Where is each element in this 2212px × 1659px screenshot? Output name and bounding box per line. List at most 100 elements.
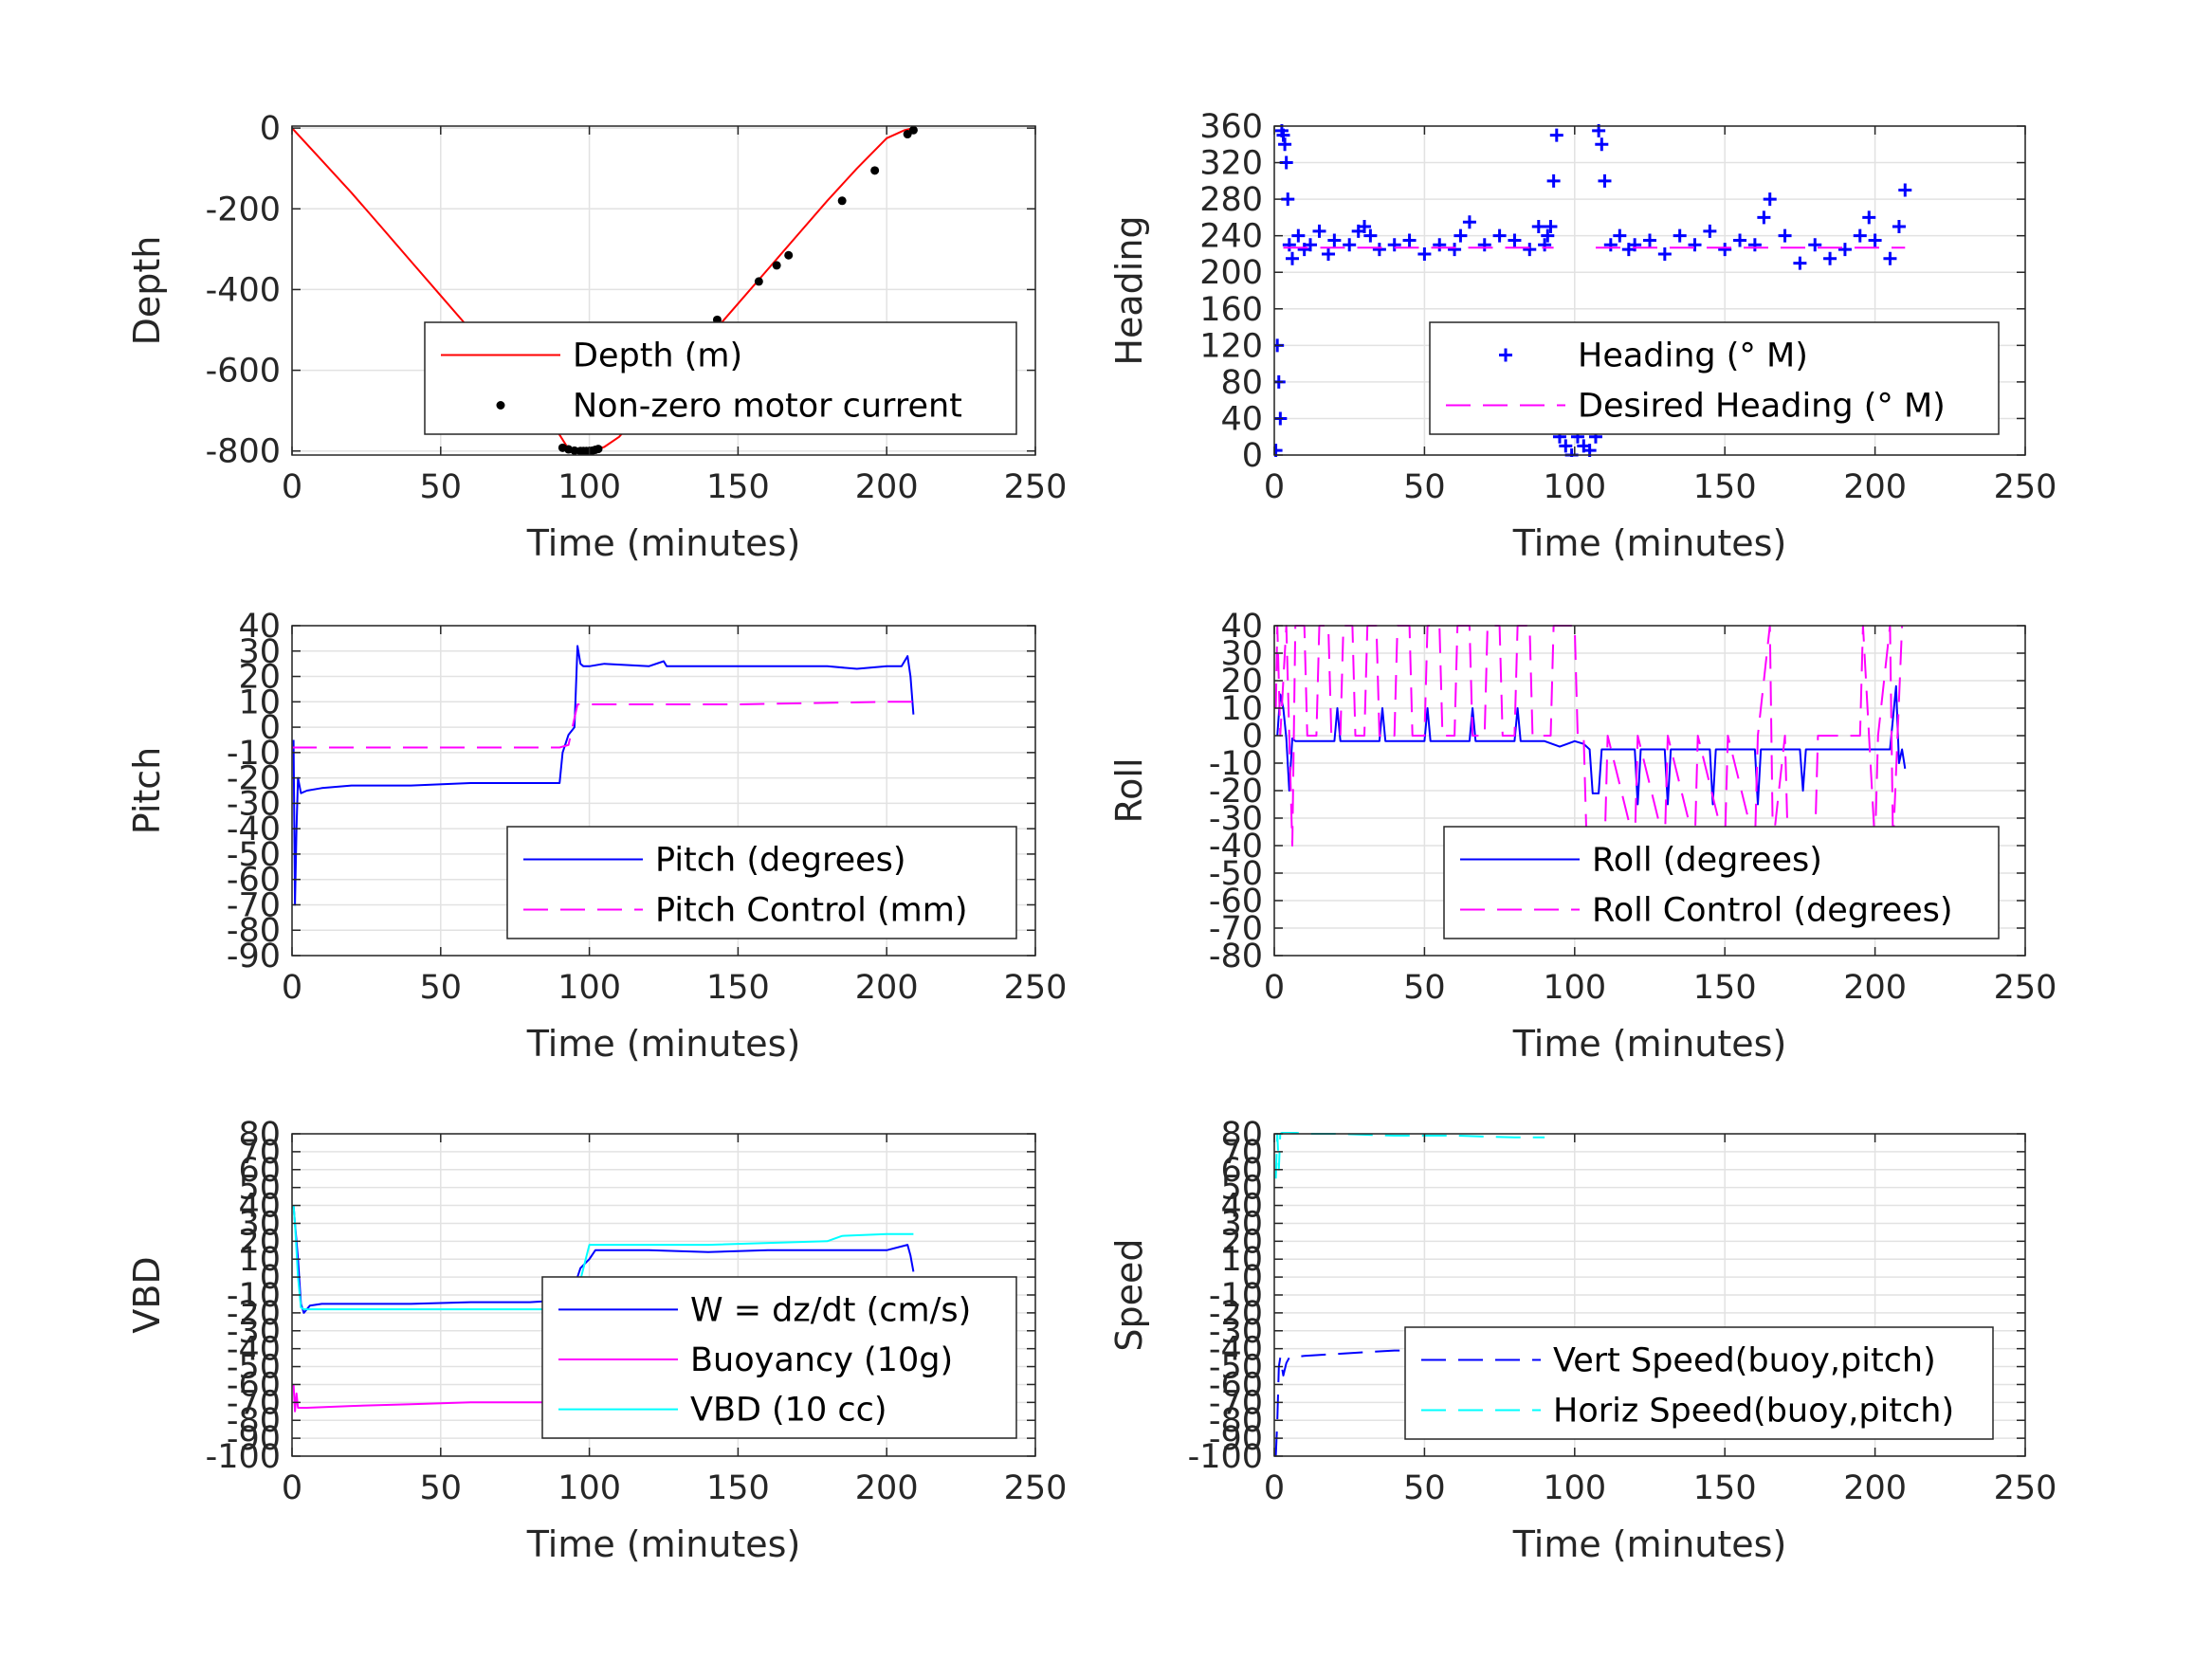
y-tick-label: -50 (227, 836, 281, 874)
subplot-depth: 0 50 100 150 200 250 0 -200 -400 -600 -800 Time (mi… (126, 110, 1067, 564)
data-layer (1274, 625, 1907, 847)
legend-entry-heading-m-label: Heading (° M) (1578, 337, 1808, 375)
y-axis-label: Speed (1108, 1238, 1150, 1351)
series-non-zero-motor-current-point (870, 166, 880, 175)
x-tick-label: 100 (558, 1469, 621, 1507)
y-axis-label: VBD (126, 1256, 168, 1333)
x-tick-label: 100 (558, 468, 621, 506)
series-heading-m-point (1538, 238, 1552, 252)
series-heading-m-point (1531, 220, 1545, 234)
series-heading-m-point (1628, 238, 1642, 252)
y-axis-label: Roll (1108, 757, 1150, 823)
data-layer (292, 125, 918, 456)
y-axis-label: Heading (1108, 215, 1150, 365)
series-heading-m-point (1595, 137, 1609, 152)
subplot-pitch: 0 50 100 150 200 250-90-80-70-60-50-40-30-20-… (126, 608, 1067, 1065)
legend-entry-non-zero-motor-current-marker (496, 401, 505, 410)
series-non-zero-motor-current-point (908, 125, 918, 135)
series-heading-m-point (1508, 233, 1522, 247)
y-tick-label: 70 (238, 1134, 281, 1172)
y-tick-label: 0 (1242, 718, 1263, 756)
legend-entry-pitch-control-mm-label: Pitch Control (mm) (655, 892, 967, 930)
series-heading-m-point (1763, 192, 1777, 207)
y-tick-label: -40 (1209, 1331, 1263, 1369)
y-tick-label: -800 (206, 433, 281, 471)
x-tick-label: 100 (1543, 1469, 1606, 1507)
y-tick-label: 80 (238, 1116, 281, 1154)
y-tick-label: -600 (206, 353, 281, 391)
x-tick-label: 50 (420, 1469, 463, 1507)
series-heading-m-point (1417, 246, 1432, 261)
series-heading-m-point (1363, 228, 1378, 243)
series-horiz-speed-buoy-pitch-line (1274, 1132, 1545, 1179)
series-non-zero-motor-current-point (754, 277, 763, 286)
y-tick-label: 240 (1199, 218, 1263, 256)
y-axis-label: Pitch (126, 747, 168, 835)
y-tick-label: 0 (1242, 1259, 1263, 1297)
legend: Pitch (degrees) Pitch Control (mm) (506, 826, 1017, 939)
legend-box (506, 826, 1017, 939)
y-tick-label: -40 (227, 811, 281, 848)
series-heading-m-point (1402, 233, 1417, 247)
x-tick-label: 200 (855, 969, 919, 1007)
y-tick-label: -20 (1209, 1295, 1263, 1333)
series-heading-m-point (1322, 246, 1336, 261)
series-heading-m-point (1598, 173, 1612, 188)
y-tick-label: -10 (1209, 1277, 1263, 1315)
legend-entry-vert-speed-buoy-pitch-label: Vert Speed(buoy,pitch) (1553, 1342, 1936, 1380)
series-heading-m-point (1657, 246, 1672, 261)
data-layer (292, 645, 915, 906)
series-heading-m-point (1643, 233, 1656, 247)
y-tick-label: -10 (1209, 745, 1263, 783)
y-tick-label: 70 (1220, 1134, 1263, 1172)
series-heading-m-point (1733, 233, 1747, 247)
x-tick-label: 100 (558, 969, 621, 1007)
series-heading-m-point (1757, 210, 1771, 225)
y-tick-label: 10 (238, 684, 281, 721)
axes-frame (291, 125, 1036, 456)
x-tick-label: 200 (855, 1469, 919, 1507)
x-tick-label: 50 (420, 969, 463, 1007)
y-tick-label: -400 (206, 271, 281, 309)
subplot-heading: 0 50 100 150 200 2500408012016020024028032036… (1108, 108, 2057, 564)
x-tick-label: 100 (1543, 969, 1606, 1007)
legend-entry-roll-control-degrees-label: Roll Control (degrees) (1592, 892, 1953, 930)
y-tick-label: -70 (1209, 1384, 1263, 1422)
y-tick-label: -100 (206, 1438, 281, 1476)
x-tick-label: 150 (1693, 969, 1757, 1007)
series-heading-m-point (1492, 228, 1507, 243)
y-tick-label: 0 (260, 709, 281, 747)
y-tick-label: 0 (260, 110, 281, 148)
y-tick-label: 30 (1220, 1205, 1263, 1243)
legend-entry-depth-m-label: Depth (m) (573, 337, 742, 375)
legend-box (1443, 826, 2000, 939)
series-heading-m-point (1523, 243, 1537, 257)
x-axis-label: Time (minutes) (526, 522, 801, 564)
legend-entry-vbd-10-cc-label: VBD (10 cc) (690, 1392, 887, 1430)
series-heading-m-point (1892, 220, 1906, 234)
series-heading-m-point (1544, 220, 1558, 234)
series-heading-m-point (1747, 238, 1762, 252)
legend: Vert Speed(buoy,pitch) Horiz Speed(buoy,p… (1404, 1326, 1994, 1440)
series-pitch-control-mm-line (292, 701, 914, 749)
y-tick-label: -30 (227, 785, 281, 823)
x-tick-label: 0 (1264, 468, 1285, 506)
y-tick-label: 10 (1220, 1241, 1263, 1279)
x-tick-label: 150 (706, 468, 770, 506)
series-roll-degrees-line (1276, 684, 1907, 806)
y-tick-label: -20 (227, 1295, 281, 1333)
y-tick-label: -80 (1209, 938, 1263, 975)
series-non-zero-motor-current-point (837, 196, 847, 206)
y-tick-label: 10 (238, 1241, 281, 1279)
y-tick-label: -70 (1209, 910, 1263, 948)
series-heading-m-point (1343, 238, 1357, 252)
y-tick-label: 20 (1220, 663, 1263, 701)
x-axis-label: Time (minutes) (526, 1023, 801, 1065)
series-heading-m-point (1853, 228, 1867, 243)
series-pitch-degrees-line (292, 645, 915, 906)
series-heading-m-point (1793, 256, 1807, 270)
y-tick-label: 80 (1220, 1116, 1263, 1154)
x-tick-label: 250 (1004, 969, 1068, 1007)
y-tick-label: -60 (1209, 883, 1263, 921)
